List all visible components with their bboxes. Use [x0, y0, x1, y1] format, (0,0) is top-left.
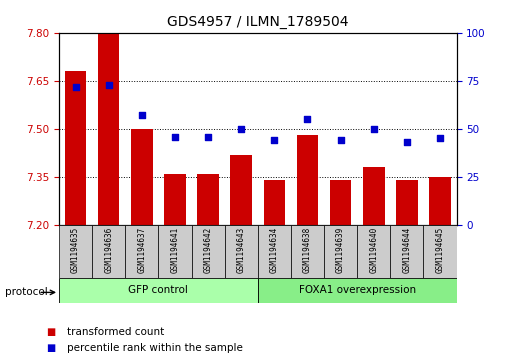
Bar	[131, 129, 152, 225]
Text: FOXA1 overexpression: FOXA1 overexpression	[299, 285, 416, 295]
Text: GSM1194645: GSM1194645	[436, 227, 444, 273]
Text: GSM1194639: GSM1194639	[336, 227, 345, 273]
Text: transformed count: transformed count	[67, 327, 164, 337]
Bar	[164, 174, 186, 225]
Bar	[357, 225, 390, 278]
Bar	[258, 225, 291, 278]
Text: GSM1194636: GSM1194636	[104, 227, 113, 273]
Bar	[258, 278, 457, 303]
Bar	[59, 225, 92, 278]
Point	[370, 126, 378, 132]
Bar	[423, 225, 457, 278]
Bar	[363, 167, 385, 225]
Point	[171, 134, 179, 139]
Point	[237, 126, 245, 132]
Bar	[297, 135, 318, 225]
Bar	[225, 225, 258, 278]
Text: ■: ■	[46, 343, 55, 354]
Text: GFP control: GFP control	[128, 285, 188, 295]
Text: GSM1194643: GSM1194643	[236, 227, 246, 273]
Bar	[264, 180, 285, 225]
Bar	[390, 225, 423, 278]
Bar	[191, 225, 225, 278]
Text: GSM1194635: GSM1194635	[71, 227, 80, 273]
Point	[303, 116, 311, 122]
Text: GSM1194637: GSM1194637	[137, 227, 146, 273]
Point	[403, 139, 411, 145]
Text: GSM1194642: GSM1194642	[204, 227, 212, 273]
Bar	[429, 177, 451, 225]
Bar	[59, 278, 258, 303]
Point	[204, 134, 212, 139]
Point	[337, 138, 345, 143]
Bar	[125, 225, 159, 278]
Bar	[198, 174, 219, 225]
Bar	[98, 33, 120, 225]
Bar	[396, 180, 418, 225]
Bar	[330, 180, 351, 225]
Point	[71, 83, 80, 89]
Bar	[324, 225, 357, 278]
Point	[137, 113, 146, 118]
Title: GDS4957 / ILMN_1789504: GDS4957 / ILMN_1789504	[167, 15, 348, 29]
Point	[436, 136, 444, 142]
Point	[105, 82, 113, 87]
Text: GSM1194638: GSM1194638	[303, 227, 312, 273]
Bar	[65, 71, 86, 225]
Text: protocol: protocol	[5, 287, 48, 297]
Text: GSM1194640: GSM1194640	[369, 227, 378, 273]
Text: percentile rank within the sample: percentile rank within the sample	[67, 343, 243, 354]
Text: GSM1194644: GSM1194644	[402, 227, 411, 273]
Text: GSM1194634: GSM1194634	[270, 227, 279, 273]
Bar	[230, 155, 252, 225]
Bar	[291, 225, 324, 278]
Text: ■: ■	[46, 327, 55, 337]
Bar	[159, 225, 191, 278]
Text: GSM1194641: GSM1194641	[170, 227, 180, 273]
Bar	[92, 225, 125, 278]
Point	[270, 138, 279, 143]
